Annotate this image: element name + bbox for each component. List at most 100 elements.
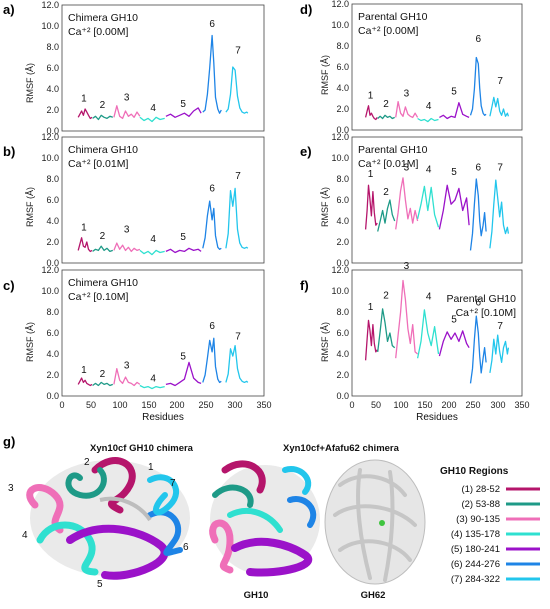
rmsf-line-region-7 bbox=[225, 66, 249, 114]
panel-f-xtick: 250 bbox=[465, 400, 480, 410]
gh10-ribbon-4 bbox=[227, 508, 283, 533]
region-label-4: 4 bbox=[150, 373, 156, 384]
panel-e-plot: 12 3 4 5 6 7 bbox=[364, 163, 510, 251]
panel-c-xtick: 150 bbox=[141, 400, 156, 410]
region-label-3: 3 bbox=[404, 261, 410, 272]
panel-f-ytick: 12.0 bbox=[331, 265, 349, 275]
rmsf-line-region-4 bbox=[139, 116, 165, 123]
panel-c-plot: 1 2 3 4 5 6 7 bbox=[77, 321, 249, 390]
region-label-2: 2 bbox=[100, 231, 106, 242]
legend-item-7: (7) 284-322 bbox=[451, 574, 540, 585]
panel-c-ytick: 4.0 bbox=[46, 349, 59, 359]
ribbon-loop bbox=[99, 496, 152, 522]
panel-b-ytick: 8.0 bbox=[46, 174, 59, 184]
rmsf-line-region-2 bbox=[92, 381, 114, 387]
legend-item-2: (2) 53-88 bbox=[461, 499, 540, 510]
panel-g: g) Xyn10cf GH10 chimera Xyn10cf+Afafu62 … bbox=[3, 434, 540, 601]
region-label-1: 1 bbox=[368, 302, 374, 313]
legend-title: GH10 Regions bbox=[440, 466, 509, 477]
panel-f-yticks: 0.0 2.0 4.0 6.0 8.0 10.0 12.0 bbox=[331, 265, 349, 401]
structure-number-4: 4 bbox=[22, 530, 28, 541]
rmsf-line-region-2 bbox=[92, 245, 114, 253]
rmsf-line-region-3 bbox=[113, 242, 141, 253]
region-label-7: 7 bbox=[235, 45, 241, 56]
panel-b-title: Chimera GH10 bbox=[68, 144, 138, 156]
legend-item-1: (1) 28-52 bbox=[461, 484, 540, 495]
gh10-ribbon-7 bbox=[282, 466, 312, 495]
panel-f-xtick: 100 bbox=[393, 400, 408, 410]
panel-c-xtick: 100 bbox=[112, 400, 127, 410]
panel-f: f) RMSF (Å) 0.0 2.0 4.0 6.0 8.0 10.0 12.… bbox=[300, 261, 530, 423]
panel-f-xtick: 0 bbox=[349, 400, 354, 410]
panel-e-ytick: 0.0 bbox=[336, 258, 349, 268]
panel-d-ylabel: RMSF (Å) bbox=[320, 55, 330, 95]
panel-c-xtick: 350 bbox=[256, 400, 271, 410]
region-label-5: 5 bbox=[180, 232, 186, 243]
panel-f-title: Parental GH10 bbox=[447, 293, 517, 305]
panel-e-subtitle: Ca⁺² [0.01M] bbox=[358, 158, 418, 170]
region-label-6: 6 bbox=[209, 19, 215, 30]
rmsf-line-region-7 bbox=[489, 179, 510, 249]
legend-label: (6) 244-276 bbox=[451, 559, 500, 570]
panel-c-ytick: 12.0 bbox=[41, 265, 59, 275]
panel-c-ytick: 6.0 bbox=[46, 328, 59, 338]
panel-d-ytick: 12.0 bbox=[331, 0, 349, 9]
rmsf-line-region-2 bbox=[377, 199, 396, 232]
panel-a-ytick: 8.0 bbox=[46, 42, 59, 52]
panel-b-ytick: 0.0 bbox=[46, 258, 59, 268]
region-label-3: 3 bbox=[404, 88, 410, 99]
rmsf-line-region-5 bbox=[165, 361, 202, 387]
panel-b-frame bbox=[61, 136, 265, 264]
panel-a: a) RMSF (Å) 0.0 2.0 4.0 6.0 8.0 10.0 12.… bbox=[3, 0, 265, 136]
panel-d-ytick: 4.0 bbox=[336, 83, 349, 93]
rmsf-line-region-5 bbox=[438, 184, 470, 230]
panel-e-ytick: 4.0 bbox=[336, 216, 349, 226]
rmsf-line-region-1 bbox=[77, 237, 93, 253]
region-label-3: 3 bbox=[124, 93, 130, 104]
rmsf-line-region-7 bbox=[489, 334, 510, 374]
panel-f-ytick: 0.0 bbox=[336, 391, 349, 401]
region-label-6: 6 bbox=[209, 321, 215, 332]
panel-label-f: f) bbox=[300, 278, 309, 293]
panel-b-ytick: 12.0 bbox=[41, 132, 59, 142]
rmsf-line-region-6 bbox=[202, 200, 222, 250]
panel-a-ytick: 2.0 bbox=[46, 105, 59, 115]
panel-label-d: d) bbox=[300, 2, 312, 17]
panel-label-a: a) bbox=[3, 2, 15, 17]
panel-b-ylabel: RMSF (Å) bbox=[25, 187, 35, 227]
ribbon-region-2 bbox=[65, 467, 107, 499]
panel-d-title: Parental GH10 bbox=[358, 11, 428, 23]
panel-c-xtick: 250 bbox=[198, 400, 213, 410]
panel-d-ytick: 6.0 bbox=[336, 62, 349, 72]
panel-b-subtitle: Ca⁺² [0.01M] bbox=[68, 158, 128, 170]
rmsf-line-region-1 bbox=[364, 105, 378, 121]
panel-a-ytick: 6.0 bbox=[46, 63, 59, 73]
panel-c-ytick: 8.0 bbox=[46, 307, 59, 317]
rmsf-line-region-5 bbox=[165, 247, 202, 254]
panel-f-xlabel: Residues bbox=[416, 412, 458, 423]
panel-f-ylabel: RMSF (Å) bbox=[320, 322, 330, 362]
region-label-2: 2 bbox=[383, 187, 389, 198]
panel-a-ytick: 10.0 bbox=[41, 21, 59, 31]
panel-d-plot: 12 3 4 5 6 7 bbox=[364, 34, 510, 123]
panel-a-subtitle: Ca⁺² [0.00M] bbox=[68, 26, 128, 38]
region-label-7: 7 bbox=[497, 321, 503, 332]
panel-d-ytick: 0.0 bbox=[336, 125, 349, 135]
panel-c-xtick: 0 bbox=[59, 400, 64, 410]
panel-c-xticks: 0 50 100 150 200 250 300 350 bbox=[59, 400, 271, 410]
panel-d-ytick: 10.0 bbox=[331, 20, 349, 30]
region-label-6: 6 bbox=[476, 34, 482, 45]
left-structure-title: Xyn10cf GH10 chimera bbox=[90, 443, 194, 454]
structure-number-1: 1 bbox=[148, 462, 154, 473]
panel-f-plot: 12 3 4 5 6 7 bbox=[364, 261, 510, 384]
region-label-3: 3 bbox=[124, 225, 130, 236]
panel-c: c) RMSF (Å) 0.0 2.0 4.0 6.0 8.0 10.0 12.… bbox=[3, 265, 272, 423]
panel-f-xtick: 50 bbox=[371, 400, 381, 410]
ribbon-region-4 bbox=[36, 521, 99, 576]
gh10-ribbon-3 bbox=[209, 519, 234, 574]
calcium-ion-marker bbox=[379, 520, 385, 526]
panel-b-ytick: 6.0 bbox=[46, 195, 59, 205]
gh10-regions-legend: GH10 Regions (1) 28-52 (2) 53-88 (3) 90-… bbox=[440, 466, 540, 585]
panel-a-ytick: 4.0 bbox=[46, 84, 59, 94]
region-label-6: 6 bbox=[209, 184, 215, 195]
